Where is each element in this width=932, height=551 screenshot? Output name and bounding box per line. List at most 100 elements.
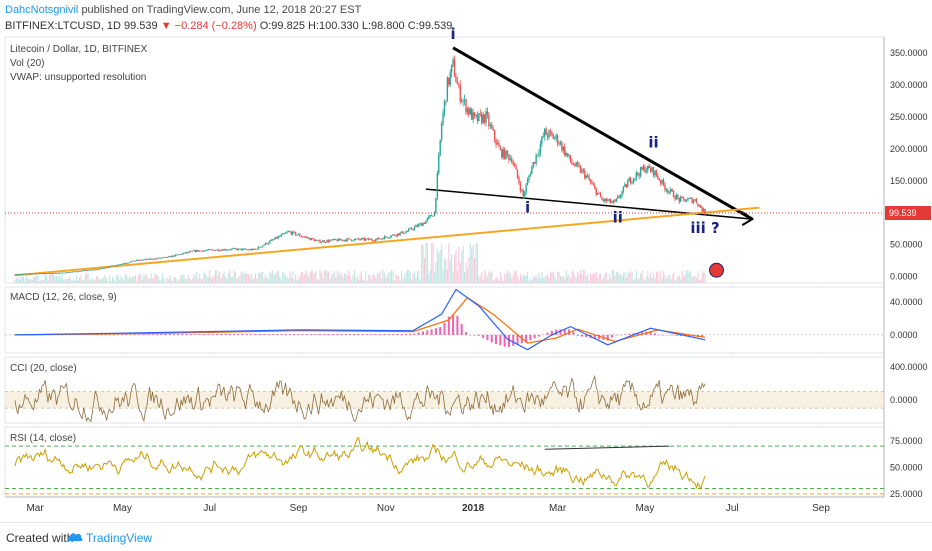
candle-body <box>399 232 401 236</box>
candle-body <box>698 205 701 206</box>
candle-body <box>422 222 424 226</box>
volume-bar <box>350 279 353 283</box>
candle-body <box>458 83 460 86</box>
volume-bar <box>448 243 450 283</box>
macd-hist-bar <box>434 328 437 335</box>
candle-body <box>105 267 108 269</box>
macd-hist-bar <box>254 334 257 335</box>
candle-body <box>700 205 702 208</box>
volume-bar <box>14 279 16 283</box>
candle-body <box>648 165 650 169</box>
candle-body <box>385 236 387 238</box>
candle-body <box>428 216 430 219</box>
candle-body <box>412 229 414 231</box>
volume-bar <box>202 279 204 283</box>
volume-bar <box>300 272 302 283</box>
volume-bar <box>130 277 132 283</box>
volume-bar <box>21 275 23 283</box>
candle-body <box>304 236 307 238</box>
volume-bar <box>257 272 259 283</box>
candle-body <box>526 179 529 186</box>
author-link[interactable]: DahcNotsgnivil <box>5 4 79 16</box>
candle-body <box>90 269 92 271</box>
volume-bar <box>123 280 125 283</box>
volume-bar <box>200 278 202 283</box>
candle-body <box>244 248 247 250</box>
volume-bar <box>584 270 586 283</box>
candle-body <box>367 238 370 240</box>
candle-body <box>220 249 222 251</box>
volume-bar <box>528 280 530 283</box>
volume-bar <box>442 268 444 283</box>
volume-bar <box>355 278 357 283</box>
volume-bar <box>418 270 420 283</box>
candle-body <box>163 257 165 258</box>
candle-body <box>221 249 224 251</box>
candle-body <box>303 236 305 238</box>
volume-bar <box>506 270 509 283</box>
candle-body <box>594 185 596 188</box>
macd-hist-bar <box>233 334 236 335</box>
volume-bar <box>339 272 341 283</box>
volume-bar <box>362 279 364 283</box>
price-axes: Mar May Jul Sep Nov 2018 Mar May Jul Sep 350.0000 3… <box>26 48 931 514</box>
volume-bar <box>353 270 355 283</box>
candle-body <box>644 166 646 173</box>
volume-bar <box>678 275 680 283</box>
volume-bar <box>305 270 307 283</box>
macd-hist-bar <box>117 334 120 335</box>
volume-bar <box>664 274 666 283</box>
candle-body <box>253 248 255 250</box>
candle-body <box>194 250 197 252</box>
macd-hist-bar <box>482 334 485 338</box>
candle-body <box>445 100 447 102</box>
macd-hist-bar <box>202 334 205 335</box>
candle-body <box>191 250 194 252</box>
candle-body <box>483 114 486 123</box>
candle-body <box>366 238 368 240</box>
macd-hist-bar <box>164 334 167 335</box>
candle-body <box>513 164 516 167</box>
volume-bar <box>684 274 686 283</box>
candle-body <box>419 223 421 225</box>
volume-bar <box>239 275 241 283</box>
macd-hist-bar <box>555 329 558 335</box>
volume-bar <box>40 280 42 283</box>
volume-bar <box>421 244 423 283</box>
candle-body <box>582 169 585 171</box>
candle-body <box>287 231 290 233</box>
macd-hist-bar <box>572 331 575 335</box>
volume-bar <box>247 273 249 283</box>
volume-bar <box>458 246 460 283</box>
candle-body <box>203 250 205 252</box>
volume-bar <box>90 280 92 283</box>
candle-body <box>306 236 308 238</box>
macd-hist-bar <box>310 334 313 335</box>
volume-bar <box>524 275 526 283</box>
candle-body <box>350 239 353 241</box>
candle-body <box>581 169 583 173</box>
candle-body <box>267 243 270 245</box>
macd-hist-bar <box>391 334 394 335</box>
candle-body <box>160 257 162 259</box>
candle-body <box>448 77 450 85</box>
candle-body <box>403 233 406 235</box>
candle-body <box>140 259 142 261</box>
candle-body <box>463 99 466 101</box>
volume-bar <box>358 279 360 283</box>
macd-hist-bar <box>576 334 579 336</box>
candle-body <box>123 263 125 265</box>
candle-body <box>638 174 640 177</box>
macd-hist-bar <box>396 334 399 335</box>
candle-body <box>614 200 616 202</box>
volume-bar <box>98 279 101 283</box>
tradingview-brand-link[interactable]: TradingView <box>86 531 153 545</box>
candle-body <box>687 198 689 201</box>
candle-body <box>229 249 231 251</box>
candle-body <box>223 249 225 251</box>
candle-body <box>618 196 620 198</box>
volume-bar <box>67 278 69 283</box>
footer: Created with TradingView <box>0 522 932 551</box>
macd-hist-bar <box>546 332 549 335</box>
